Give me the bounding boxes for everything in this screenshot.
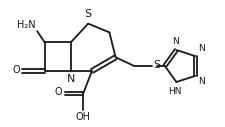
Text: N: N [198, 77, 205, 86]
Text: H₂N: H₂N [17, 20, 36, 30]
Text: O: O [54, 87, 62, 97]
Text: N: N [67, 74, 75, 84]
Text: OH: OH [76, 112, 91, 122]
Text: N: N [198, 44, 205, 53]
Text: N: N [172, 37, 179, 46]
Text: HN: HN [169, 87, 182, 96]
Text: S: S [85, 9, 92, 19]
Text: O: O [12, 65, 20, 75]
Text: S: S [154, 60, 161, 70]
